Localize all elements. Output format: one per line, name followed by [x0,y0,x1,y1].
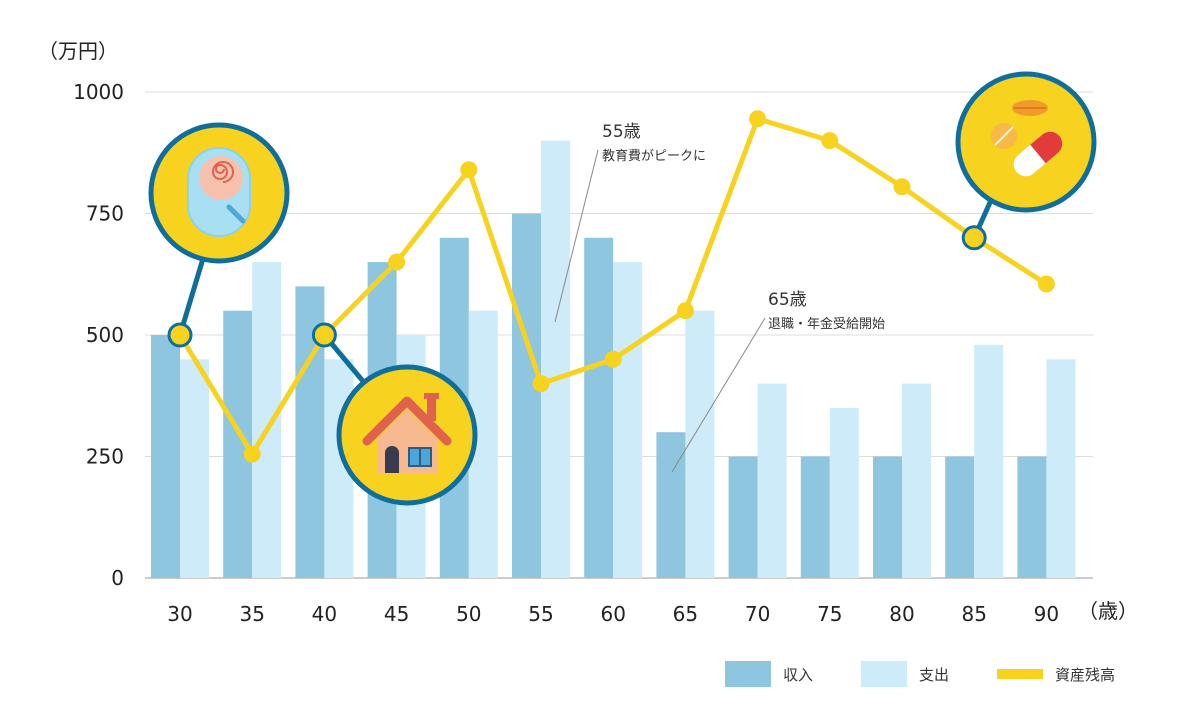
annotation-65-text: 退職・年金受給開始 [768,316,885,332]
legend-item-expense: 支出 [861,661,949,687]
bar-income [1017,456,1047,578]
legend-label-income: 収入 [783,665,814,684]
asset-point-highlight [167,322,193,348]
bar-income [151,335,180,578]
x-tick-label: 50 [456,602,481,626]
x-tick-label: 90 [1034,602,1059,626]
y-tick-label: 250 [86,445,124,469]
x-tick-label: 70 [745,602,770,626]
bar-expense [180,359,209,578]
annotation-55-text: 教育費がピークに [602,148,706,164]
baby-icon [148,122,290,264]
y-tick-label: 1000 [73,80,124,104]
y-unit-label: （万円） [38,39,118,63]
asset-point [821,132,839,150]
asset-point [243,445,261,463]
bar-expense [902,383,931,578]
asset-point [388,253,406,271]
asset-point [604,350,622,368]
y-tick-label: 0 [111,566,124,590]
x-tick-label: 45 [384,602,409,626]
asset-point [893,178,911,196]
asset-point [676,302,694,320]
bars [151,140,1076,579]
bar-expense [757,383,787,578]
legend: 収入 支出 資産残高 [725,660,1135,688]
x-tick-label: 35 [239,602,264,626]
x-tick-label: 40 [312,602,337,626]
y-tick-label: 750 [86,202,124,226]
asset-line [167,110,1055,463]
annotation-55: 55歳 教育費がピークに [554,122,706,323]
legend-swatch-assets [997,669,1044,679]
bar-income [945,456,975,578]
bar-income [584,237,614,579]
x-tick-label: 30 [167,602,192,626]
bar-income [728,456,758,578]
annotation-55-age: 55歳 [602,122,641,142]
icon-connector [177,249,208,338]
annotation-65: 65歳 退職・年金受給開始 [671,290,885,473]
bar-income [873,456,902,578]
bar-expense [252,262,282,578]
bar-expense [613,262,643,578]
asset-point-highlight [311,322,337,348]
axis-ticks: 0 250 500 750 1000 30 35 40 45 50 55 60 65 70 75 80 85 90 [73,80,1059,626]
asset-point [1037,275,1055,293]
legend-label-expense: 支出 [919,665,950,684]
x-unit-label: （歳） [1078,599,1138,623]
y-tick-label: 500 [86,323,124,347]
x-tick-label: 85 [961,602,986,626]
legend-item-income: 収入 [725,661,813,687]
bar-expense [1046,359,1076,578]
asset-point [749,110,767,128]
house-icon [336,364,478,506]
legend-swatch-income [725,661,771,687]
bar-expense [541,140,570,578]
legend-swatch-expense [861,661,908,687]
asset-point [532,375,550,393]
medicine-icon [955,71,1097,213]
bar-expense [829,407,859,578]
bar-expense [974,344,1004,578]
annotation-65-age: 65歳 [768,290,807,310]
x-tick-label: 75 [817,602,842,626]
bar-income [800,456,830,578]
legend-item-assets: 資産残高 [997,664,1115,685]
bar-expense [685,310,715,578]
asset-point-highlight [961,225,987,251]
x-tick-label: 65 [673,602,698,626]
x-tick-label: 55 [528,602,553,626]
asset-point [460,161,478,179]
bar-income [656,432,686,578]
legend-label-assets: 資産残高 [1055,665,1116,684]
x-tick-label: 80 [889,602,914,626]
x-tick-label: 60 [600,602,625,626]
bar-income [512,213,541,578]
